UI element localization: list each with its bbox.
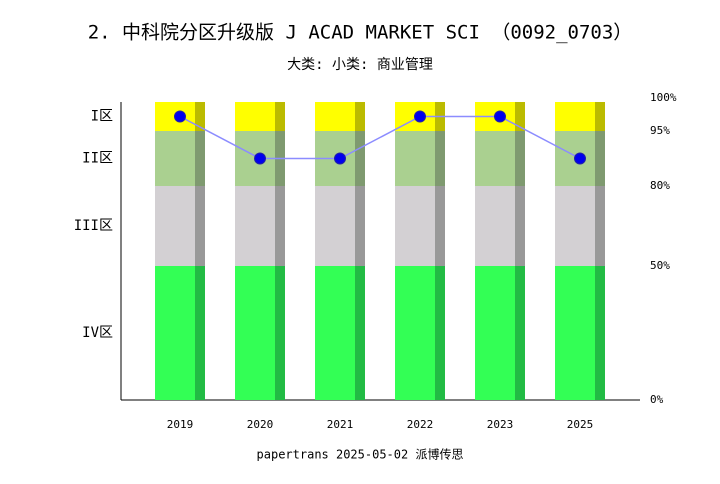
y-tick-label: 0% [650, 393, 664, 406]
zone-label: I区 [91, 109, 113, 125]
zone-label: IV区 [82, 325, 113, 341]
bar-side [275, 186, 285, 266]
bar-side [355, 131, 365, 186]
bar-side [595, 266, 605, 400]
point [574, 152, 586, 165]
bar-side [435, 186, 445, 266]
bar-side [355, 266, 365, 400]
chart-title: 2. 中科院分区升级版 J ACAD MARKET SCI （0092_0703… [88, 22, 633, 44]
bar-side [195, 186, 205, 266]
bar-side [515, 131, 525, 186]
y-tick-label: 80% [650, 179, 670, 192]
bar-side [595, 131, 605, 186]
x-tick-label: 2023 [487, 418, 514, 431]
point [414, 110, 426, 123]
x-tick-label: 2021 [327, 418, 354, 431]
bar-side [195, 131, 205, 186]
point [334, 152, 346, 165]
y-tick-label: 100% [650, 91, 677, 104]
bar-side [275, 102, 285, 131]
x-tick-label: 2022 [407, 418, 434, 431]
zone-label: II区 [82, 151, 113, 167]
bar-side [355, 186, 365, 266]
y-tick-label: 50% [650, 259, 670, 272]
point [494, 110, 506, 123]
bar-side [515, 186, 525, 266]
point [254, 152, 266, 165]
bar-side [595, 102, 605, 131]
bar-side [195, 102, 205, 131]
bar-side [275, 266, 285, 400]
zone-label: III区 [74, 218, 113, 234]
bar-side [515, 102, 525, 131]
bar-side [595, 186, 605, 266]
point [174, 110, 186, 123]
x-tick-label: 2025 [567, 418, 594, 431]
trend-line [179, 115, 581, 160]
bar-side [515, 266, 525, 400]
x-tick-label: 2019 [167, 418, 194, 431]
x-tick-label: 2020 [247, 418, 274, 431]
bar-side [435, 131, 445, 186]
y-tick-label: 95% [650, 124, 670, 137]
bar-side [435, 266, 445, 400]
footer: papertrans 2025-05-02 派博传思 [257, 447, 464, 462]
bar-side [195, 266, 205, 400]
chart-subtitle: 大类: 小类: 商业管理 [287, 57, 433, 73]
bar-side [355, 102, 365, 131]
